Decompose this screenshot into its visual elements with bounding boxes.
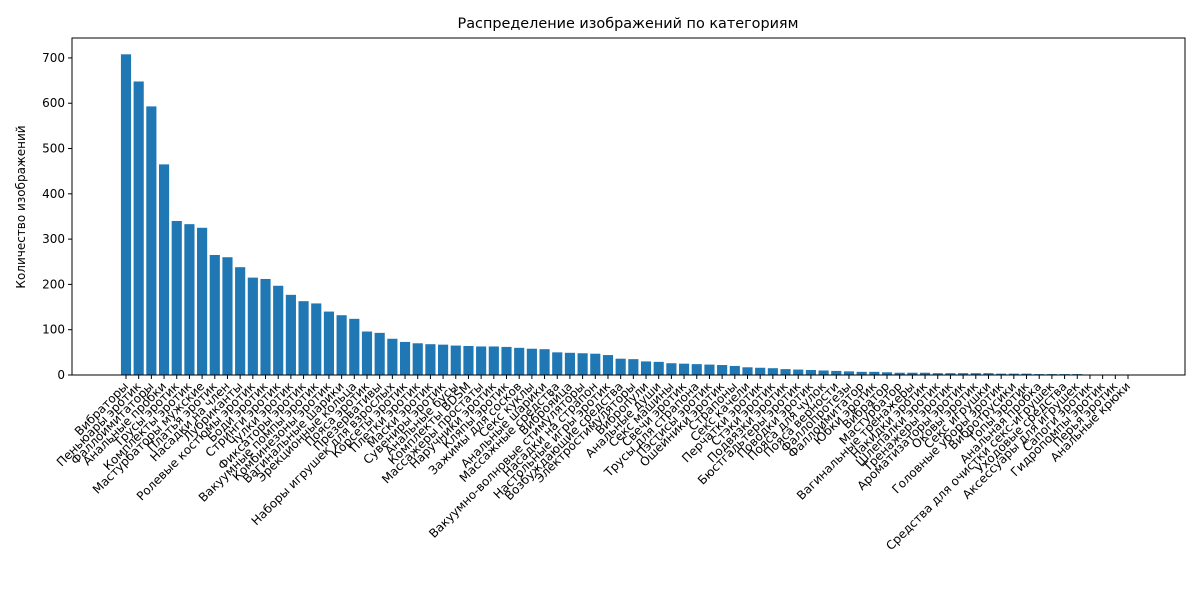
bar — [285, 294, 296, 375]
bar — [717, 365, 728, 375]
bar — [704, 364, 715, 375]
bar — [983, 373, 994, 375]
bar — [197, 227, 208, 375]
bar — [666, 363, 677, 375]
bar — [691, 364, 702, 375]
y-tick-label: 500 — [42, 142, 65, 156]
bar — [590, 353, 601, 375]
bar — [298, 301, 309, 375]
bar — [488, 346, 499, 375]
bar — [767, 368, 778, 375]
bar — [679, 363, 690, 375]
bar — [1021, 373, 1032, 375]
bar — [235, 267, 246, 375]
bar — [831, 370, 842, 375]
bar — [793, 369, 804, 375]
bar — [438, 344, 449, 375]
bar — [209, 254, 220, 375]
bar — [907, 372, 918, 375]
bar — [945, 373, 956, 375]
bar — [374, 332, 385, 375]
y-tick-label: 200 — [42, 277, 65, 291]
bar — [247, 277, 258, 375]
bar — [755, 367, 766, 375]
bar — [450, 345, 461, 375]
y-axis-label: Количество изображений — [14, 125, 28, 288]
y-tick-label: 0 — [57, 368, 65, 382]
bar — [463, 346, 474, 375]
bar — [780, 369, 791, 375]
bar — [932, 373, 943, 375]
bar — [158, 164, 170, 375]
bar — [958, 373, 969, 375]
bar — [1008, 373, 1019, 375]
bar — [399, 341, 411, 375]
bar — [856, 371, 867, 375]
bar — [742, 367, 753, 375]
bar — [526, 348, 537, 375]
bar — [805, 370, 816, 375]
bar — [361, 331, 373, 375]
bar — [653, 361, 664, 375]
bar — [120, 54, 132, 375]
bar — [970, 373, 981, 375]
bar — [146, 106, 157, 375]
bar — [818, 370, 829, 375]
bar — [336, 315, 347, 375]
bar — [349, 318, 360, 375]
bar — [387, 338, 398, 375]
bar — [184, 224, 195, 375]
bar — [996, 373, 1007, 375]
bar — [640, 361, 652, 375]
bar — [628, 359, 639, 375]
bar — [273, 285, 284, 375]
bar — [729, 365, 740, 375]
y-tick-label: 300 — [42, 232, 65, 246]
bar — [602, 355, 614, 375]
bar — [501, 346, 512, 375]
bar — [919, 372, 931, 375]
y-tick-label: 700 — [42, 51, 65, 65]
bar — [311, 303, 322, 375]
bar — [260, 278, 271, 375]
plot-frame — [71, 37, 1186, 376]
y-tick-label: 400 — [42, 187, 65, 201]
bar — [171, 220, 182, 375]
bar — [133, 81, 144, 375]
bar — [615, 358, 626, 375]
bar — [564, 352, 575, 375]
y-tick-label: 100 — [42, 323, 65, 337]
chart-title: Распределение изображений по категориям — [458, 16, 799, 32]
bar — [514, 347, 525, 375]
bar — [843, 371, 855, 375]
bar — [894, 372, 905, 375]
bar — [412, 343, 423, 375]
bar — [323, 311, 335, 375]
bar — [881, 372, 893, 375]
bar — [476, 346, 487, 375]
bar — [539, 349, 550, 375]
bar — [552, 352, 563, 375]
bar — [222, 257, 233, 375]
bar — [425, 344, 436, 375]
y-tick-label: 600 — [42, 96, 65, 110]
bar — [869, 371, 880, 375]
bar — [577, 353, 588, 375]
